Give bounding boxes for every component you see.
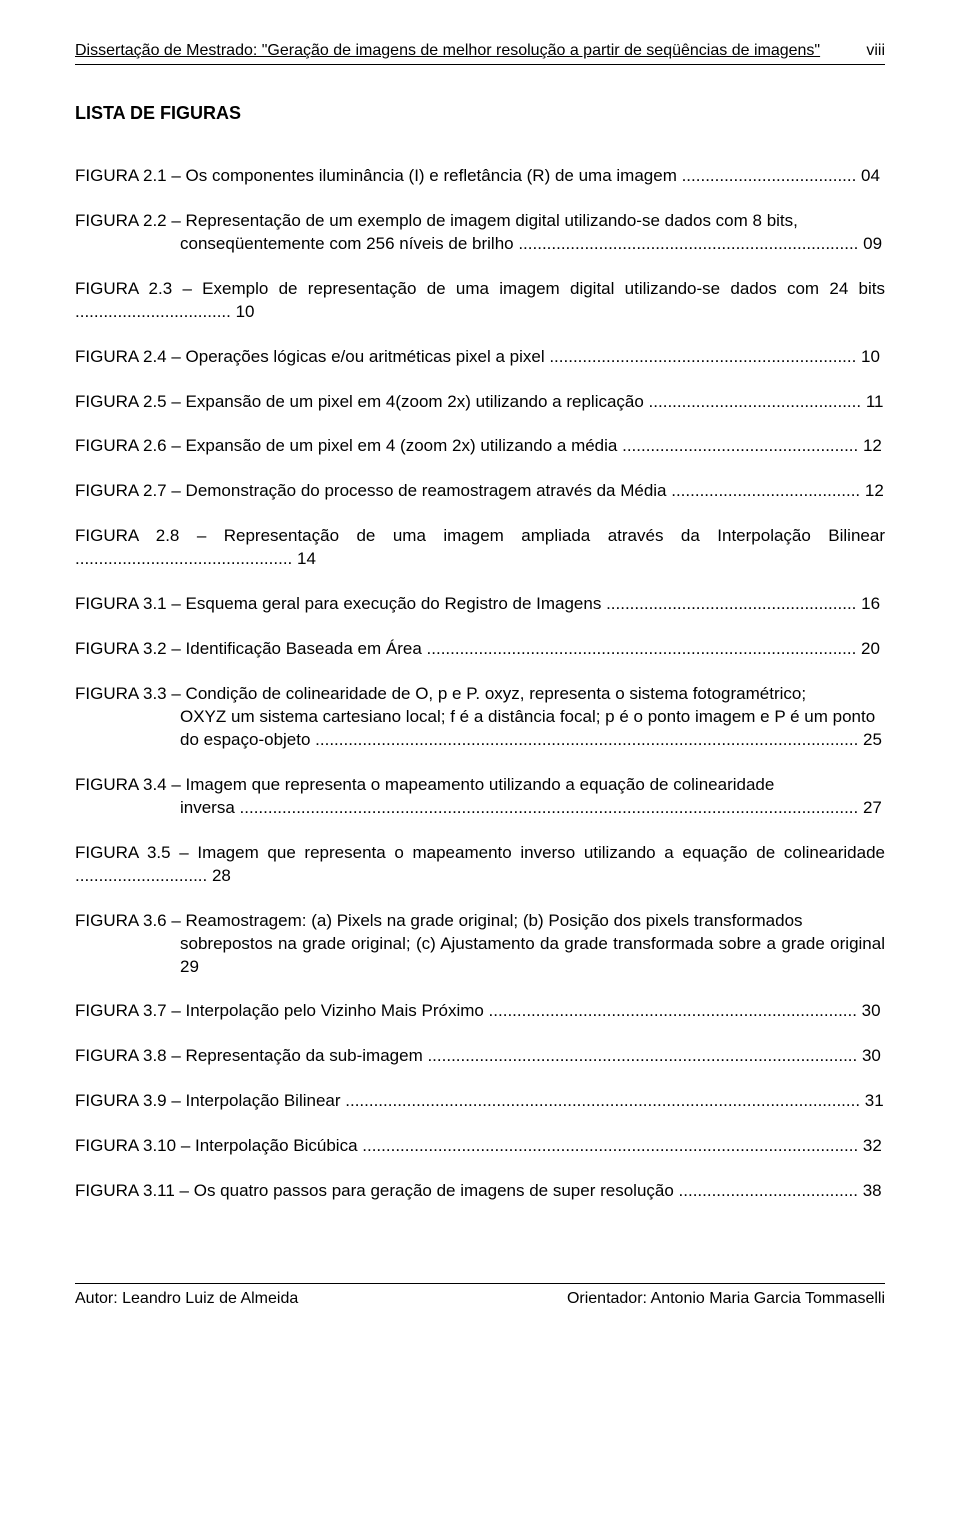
header-page-roman: viii: [866, 40, 885, 62]
entry-line: FIGURA 3.9 – Interpolação Bilinear .....…: [75, 1091, 884, 1110]
entry-first-line: FIGURA 3.5 – Imagem que representa o map…: [75, 842, 885, 888]
figure-entry: FIGURA 3.11 – Os quatro passos para gera…: [75, 1180, 885, 1203]
figure-entry: FIGURA 2.4 – Operações lógicas e/ou arit…: [75, 346, 885, 369]
entry-cont-line: sobrepostos na grade original; (c) Ajust…: [180, 933, 885, 979]
figure-entry: FIGURA 3.3 – Condição de colinearidade d…: [75, 683, 885, 752]
footer-advisor: Orientador: Antonio Maria Garcia Tommase…: [567, 1288, 885, 1310]
figure-entry: FIGURA 3.5 – Imagem que representa o map…: [75, 842, 885, 888]
figure-entry: FIGURA 2.1 – Os componentes iluminância …: [75, 165, 885, 188]
entry-line: FIGURA 3.2 – Identificação Baseada em Ár…: [75, 639, 880, 658]
entry-line: FIGURA 2.5 – Expansão de um pixel em 4(z…: [75, 392, 883, 411]
page-header: Dissertação de Mestrado: "Geração de ima…: [75, 40, 885, 65]
figure-entry: FIGURA 2.7 – Demonstração do processo de…: [75, 480, 885, 503]
page-footer: Autor: Leandro Luiz de Almeida Orientado…: [75, 1283, 885, 1310]
figure-entry: FIGURA 3.9 – Interpolação Bilinear .....…: [75, 1090, 885, 1113]
figure-entry: FIGURA 3.8 – Representação da sub-imagem…: [75, 1045, 885, 1068]
entry-line: FIGURA 3.7 – Interpolação pelo Vizinho M…: [75, 1001, 881, 1020]
entry-line: FIGURA 3.1 – Esquema geral para execução…: [75, 594, 880, 613]
figure-entry: FIGURA 2.2 – Representação de um exemplo…: [75, 210, 885, 256]
entry-cont-line: OXYZ um sistema cartesiano local; f é a …: [180, 706, 885, 729]
entry-line: FIGURA 2.4 – Operações lógicas e/ou arit…: [75, 347, 880, 366]
entry-line: FIGURA 3.8 – Representação da sub-imagem…: [75, 1046, 881, 1065]
entry-line: FIGURA 3.10 – Interpolação Bicúbica ....…: [75, 1136, 882, 1155]
entry-first-line: FIGURA 2.8 – Representação de uma imagem…: [75, 525, 885, 571]
entry-line: FIGURA 2.7 – Demonstração do processo de…: [75, 481, 884, 500]
entry-first-line: FIGURA 3.6 – Reamostragem: (a) Pixels na…: [75, 910, 885, 933]
figure-entry: FIGURA 2.8 – Representação de uma imagem…: [75, 525, 885, 571]
figure-entry: FIGURA 3.1 – Esquema geral para execução…: [75, 593, 885, 616]
figure-entry: FIGURA 3.6 – Reamostragem: (a) Pixels na…: [75, 910, 885, 979]
entry-first-line: FIGURA 3.3 – Condição de colinearidade d…: [75, 683, 885, 706]
entry-first-line: FIGURA 2.3 – Exemplo de representação de…: [75, 278, 885, 324]
figure-list: FIGURA 2.1 – Os componentes iluminância …: [75, 165, 885, 1203]
entry-line: FIGURA 2.1 – Os componentes iluminância …: [75, 166, 880, 185]
entry-first-line: FIGURA 3.4 – Imagem que representa o map…: [75, 774, 885, 797]
entry-cont-line: inversa ................................…: [180, 797, 885, 820]
figure-entry: FIGURA 3.7 – Interpolação pelo Vizinho M…: [75, 1000, 885, 1023]
entry-cont-line: conseqüentemente com 256 níveis de brilh…: [180, 233, 885, 256]
footer-author: Autor: Leandro Luiz de Almeida: [75, 1288, 298, 1310]
figure-entry: FIGURA 2.6 – Expansão de um pixel em 4 (…: [75, 435, 885, 458]
figure-entry: FIGURA 3.10 – Interpolação Bicúbica ....…: [75, 1135, 885, 1158]
figure-entry: FIGURA 3.2 – Identificação Baseada em Ár…: [75, 638, 885, 661]
figure-entry: FIGURA 2.5 – Expansão de um pixel em 4(z…: [75, 391, 885, 414]
section-title: LISTA DE FIGURAS: [75, 101, 885, 125]
figure-entry: FIGURA 2.3 – Exemplo de representação de…: [75, 278, 885, 324]
entry-first-line: FIGURA 2.2 – Representação de um exemplo…: [75, 210, 885, 233]
entry-cont-line: do espaço-objeto .......................…: [180, 729, 885, 752]
figure-entry: FIGURA 3.4 – Imagem que representa o map…: [75, 774, 885, 820]
entry-line: FIGURA 3.11 – Os quatro passos para gera…: [75, 1181, 882, 1200]
header-title: Dissertação de Mestrado: "Geração de ima…: [75, 40, 820, 62]
entry-line: FIGURA 2.6 – Expansão de um pixel em 4 (…: [75, 436, 882, 455]
